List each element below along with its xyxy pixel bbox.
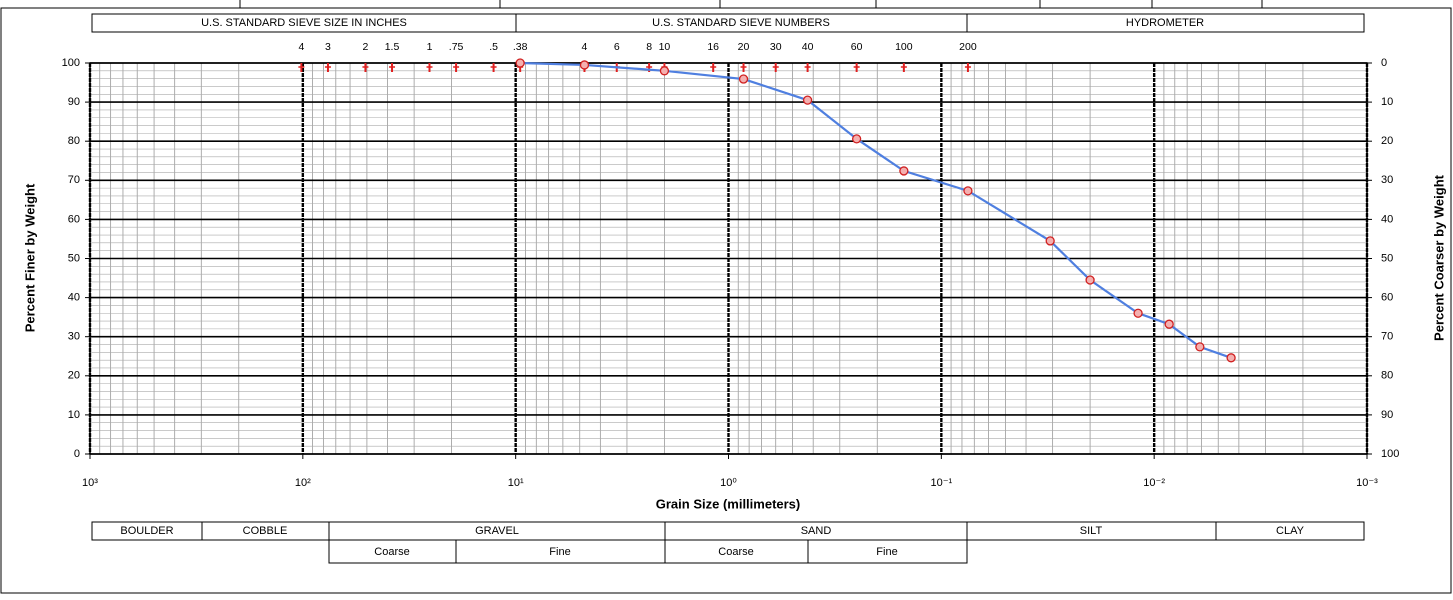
y-tick-label: 30 [68,331,80,343]
data-point [1133,308,1143,318]
y2-tick-label: 30 [1381,174,1393,186]
y-tick-label: 90 [68,96,80,108]
soil-subclass: Fine [549,546,570,558]
sieve-label: 4 [298,41,304,53]
data-point [579,60,590,70]
data-point [738,74,749,84]
plot-border [89,62,1368,455]
sieve-label: 20 [738,41,750,53]
sieve-label: 60 [851,41,863,53]
y-tick-label: 60 [68,213,80,225]
soil-table: BOULDER COBBLE GRAVEL SAND SILT CLAY Coa… [91,521,1365,564]
header-band: HYDROMETER [1126,17,1204,29]
x-axis-label: Grain Size (millimeters) [656,496,801,511]
sieve-label: 30 [770,41,782,53]
frame [0,7,1452,594]
x-tick-label: 10¹ [508,477,524,489]
sieve-label: 1.5 [385,41,400,53]
sieve-label: 2 [363,41,369,53]
data-point [659,66,670,76]
y-tick-label: 50 [68,252,80,264]
soil-class: BOULDER [120,525,173,537]
class-cell [1215,521,1365,541]
y-tick-label: 80 [68,135,80,147]
y2-tick-label: 50 [1381,252,1393,264]
sieve-label: .75 [449,41,464,53]
header-band: U.S. STANDARD SIEVE NUMBERS [652,17,830,29]
top-table-remnant [239,0,1263,8]
sieve-label: 3 [325,41,331,53]
soil-class: GRAVEL [475,525,519,537]
data-point [1195,342,1205,352]
y-tick-label: 0 [74,448,80,460]
y2-tick-label: 10 [1381,96,1393,108]
x-tick-label: 10⁻¹ [930,477,952,489]
sieve-label: 4 [582,41,588,53]
soil-class: SILT [1080,525,1103,537]
soil-class: CLAY [1276,525,1305,537]
x-tick-label: 10² [295,477,311,489]
y-tick-label: 10 [68,409,80,421]
x-tick-label: 10³ [82,477,98,489]
header-band: U.S. STANDARD SIEVE SIZE IN INCHES [201,17,407,29]
data-point [1045,236,1055,246]
sieve-label: 8 [646,41,652,53]
soil-subclass: Fine [876,546,897,558]
y2-tick-label: 90 [1381,409,1393,421]
data-point [963,186,973,196]
y-tick-label: 20 [68,370,80,382]
x-tick-label: 10⁰ [720,477,737,489]
y-tick-label: 40 [68,292,80,304]
sieve-label: 16 [707,41,719,53]
sieve-label: 6 [614,41,620,53]
y2-tick-label: 80 [1381,370,1393,382]
x-tick-label: 10⁻² [1143,477,1165,489]
data-point [851,134,862,144]
y-tick-label: 100 [62,57,80,69]
soil-subclass: Coarse [718,546,753,558]
soil-class: COBBLE [243,525,288,537]
y2-axis-label: Percent Coarser by Weight [1431,174,1446,341]
y2-tick-label: 60 [1381,292,1393,304]
sieve-label: 1 [427,41,433,53]
data-point [899,166,909,176]
data-point [1226,353,1236,363]
y-axis-label: Percent Finer by Weight [22,183,37,332]
sieve-label: .5 [489,41,498,53]
data-line [520,61,1232,359]
soil-class: SAND [801,525,832,537]
y2-tick-label: 100 [1381,448,1399,460]
sieve-label: .38 [513,41,528,53]
data-point [1164,319,1174,329]
data-point [802,95,813,105]
y2-tick-label: 0 [1381,57,1387,69]
y-tick-label: 70 [68,174,80,186]
sieve-label: 100 [895,41,913,53]
data-point [1085,275,1095,285]
subclass-cell [807,539,968,564]
header-cell [966,13,1365,33]
x-tick-label: 10⁻³ [1356,477,1378,489]
header-table: U.S. STANDARD SIEVE SIZE IN INCHES U.S. … [91,13,1365,33]
sieve-label: 40 [802,41,814,53]
y2-tick-label: 70 [1381,331,1393,343]
y2-tick-label: 40 [1381,213,1393,225]
sieve-label: 200 [959,41,977,53]
soil-subclass: Coarse [374,546,409,558]
data-point [515,58,525,68]
sieve-label: 10 [659,41,671,53]
y2-tick-label: 20 [1381,135,1393,147]
